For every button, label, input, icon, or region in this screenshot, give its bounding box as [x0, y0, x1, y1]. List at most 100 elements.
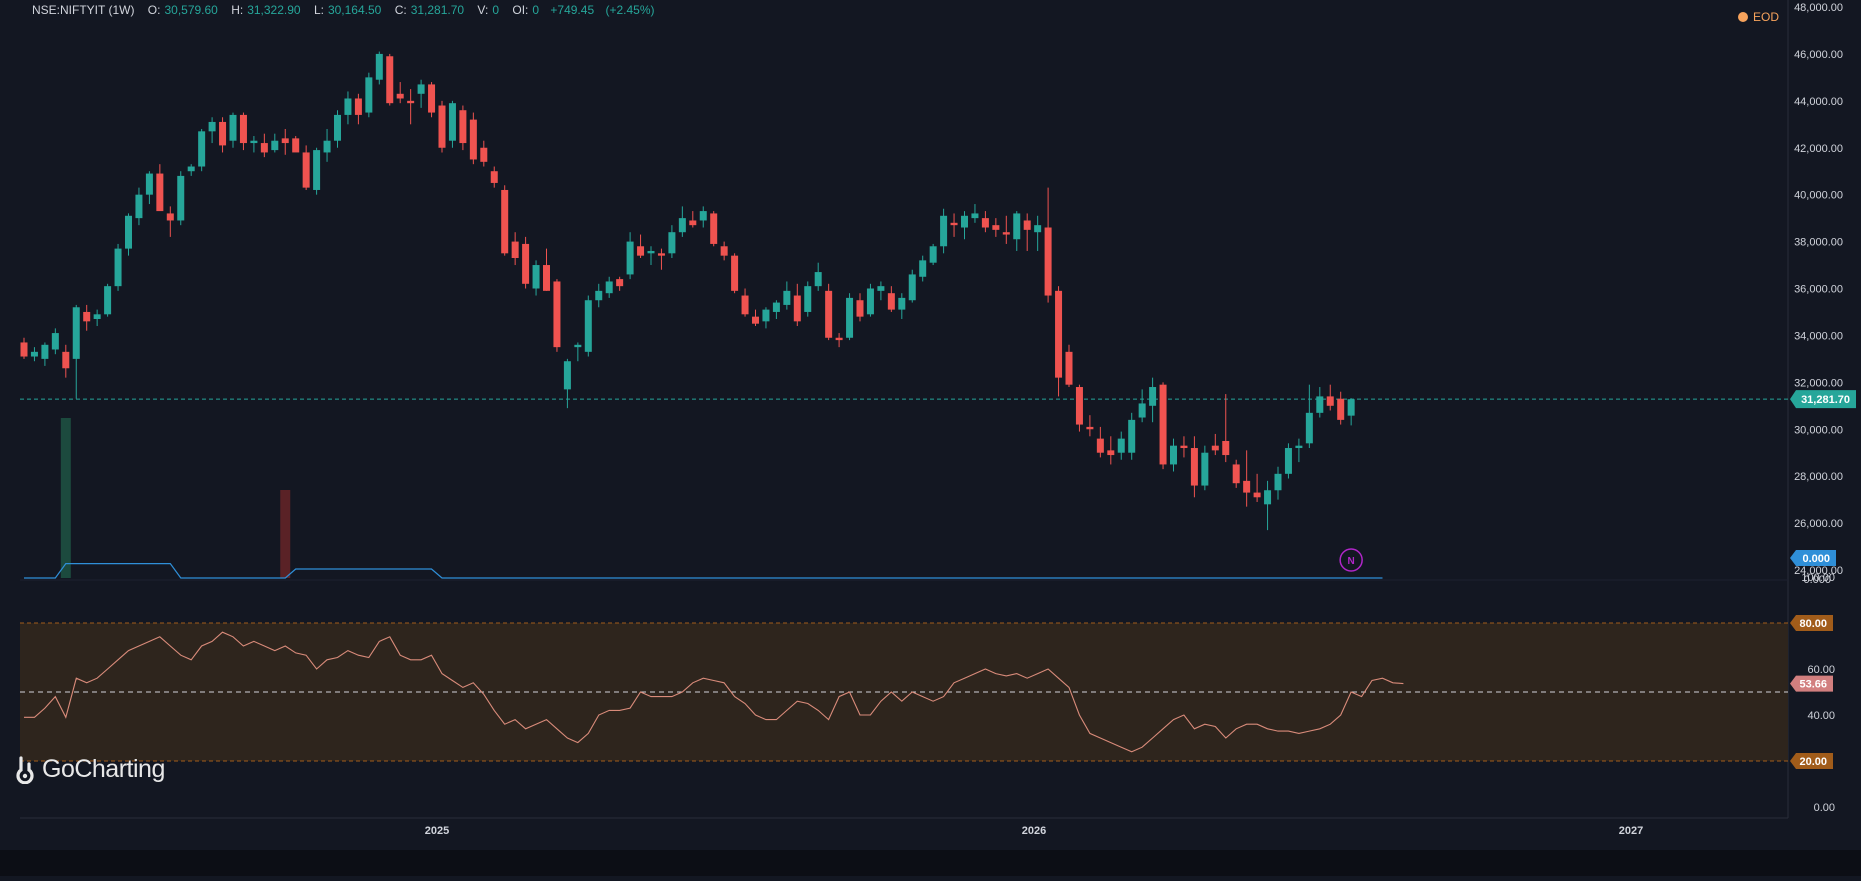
- open-value: 30,579.60: [164, 3, 218, 17]
- candle: [260, 133, 268, 158]
- rsi-upper-tag-bg: [1790, 615, 1833, 631]
- candle-body: [334, 114, 341, 141]
- indicator-tag-label: 0.000: [1802, 553, 1830, 565]
- price-axis-ticks: 48,000.00 46,000.00 44,000.00 42,000.00 40,0…: [1794, 2, 1843, 577]
- candle: [877, 281, 885, 301]
- candle-body: [20, 342, 28, 357]
- ohlc-legend: NSE:NIFTYIT (1W) O: 30,579.60 H: 31,322.90…: [32, 3, 655, 17]
- candle-body: [386, 56, 394, 104]
- candle-body: [271, 140, 279, 151]
- candle-body: [1159, 384, 1167, 465]
- change-value: +749.45: [550, 3, 595, 17]
- candle-body: [835, 337, 843, 341]
- price-tick-label: 38,000.00: [1794, 237, 1843, 249]
- candle: [1284, 443, 1292, 479]
- candle: [1316, 387, 1324, 418]
- news-marker-circle: [1339, 548, 1363, 572]
- rsi-line: [24, 631, 1404, 753]
- price-tick-label: 26,000.00: [1794, 518, 1843, 530]
- candle: [365, 72, 373, 118]
- candle-body: [595, 290, 603, 301]
- price-tick-label: 28,000.00: [1794, 471, 1843, 483]
- candle: [250, 136, 258, 153]
- candle-body: [1096, 438, 1104, 453]
- candle: [637, 234, 645, 259]
- candle-body: [1201, 452, 1209, 486]
- candle-body: [260, 143, 268, 153]
- candle-body: [950, 222, 958, 226]
- candle-body: [1326, 396, 1334, 406]
- candle: [1243, 450, 1251, 507]
- candle-body: [1013, 213, 1021, 240]
- candle: [198, 128, 206, 172]
- candle: [762, 307, 770, 329]
- candle-body: [626, 241, 634, 275]
- rsi-axis-ticks: 100.00 60.00 40.00 0.00 80.00 20.00 53.66: [1790, 572, 1835, 814]
- candle: [720, 241, 728, 261]
- close-label: C:: [394, 3, 407, 17]
- candle-body: [825, 290, 833, 338]
- close-value: 31,281.70: [410, 3, 465, 17]
- candle: [386, 53, 394, 106]
- candle: [62, 344, 70, 378]
- candle-body: [887, 293, 895, 310]
- candle: [1034, 215, 1042, 251]
- candle: [741, 288, 749, 317]
- candle: [72, 304, 80, 399]
- candle: [961, 211, 968, 240]
- candle-body: [1274, 473, 1282, 491]
- candle: [438, 100, 446, 153]
- candle-body: [856, 300, 864, 317]
- candle: [490, 166, 498, 188]
- candle: [448, 100, 456, 148]
- candle-body: [804, 286, 812, 312]
- candle-body: [1305, 412, 1313, 444]
- candle-body: [365, 77, 373, 113]
- candle-body: [281, 138, 289, 144]
- candle: [104, 283, 112, 317]
- candle: [1253, 473, 1261, 502]
- candle: [428, 82, 436, 118]
- candle: [825, 283, 833, 341]
- price-tick-label: 42,000.00: [1794, 143, 1843, 155]
- candle: [657, 248, 665, 270]
- candle-body: [417, 84, 425, 94]
- candle-body: [846, 297, 854, 338]
- indicator-bar: [280, 490, 291, 578]
- candle: [281, 128, 289, 155]
- candle: [1055, 286, 1063, 397]
- candle: [950, 213, 958, 237]
- candle: [981, 211, 989, 233]
- candle: [1222, 394, 1230, 463]
- candle-body: [1055, 290, 1063, 378]
- eod-indicator[interactable]: EOD: [1737, 10, 1779, 24]
- candle: [605, 276, 613, 298]
- candle-body: [1253, 492, 1261, 498]
- indicator-line: [24, 563, 1383, 579]
- candle-body: [1211, 445, 1219, 451]
- candle-body: [480, 147, 488, 162]
- candle-body: [574, 344, 582, 348]
- candle: [1295, 438, 1303, 463]
- candle-body: [407, 100, 415, 104]
- candle-body: [1138, 403, 1146, 418]
- candle-body: [741, 295, 749, 315]
- candle-body: [354, 98, 362, 115]
- oi-value: 0: [532, 3, 540, 17]
- candle: [1117, 431, 1125, 460]
- candle-body: [532, 265, 540, 289]
- candle: [626, 232, 634, 280]
- candle-body: [198, 131, 206, 167]
- oi-label: OI:: [512, 3, 529, 17]
- candle-body: [731, 255, 739, 291]
- indicator-zero-label: 0.000: [1803, 574, 1831, 586]
- eod-dot-icon: [1737, 12, 1748, 22]
- candle: [1023, 213, 1031, 251]
- candle: [1232, 459, 1240, 488]
- candle-body: [1337, 398, 1345, 420]
- rsi-value-tag-bg: [1790, 675, 1833, 692]
- candle-body: [1170, 445, 1177, 465]
- candle: [710, 211, 718, 247]
